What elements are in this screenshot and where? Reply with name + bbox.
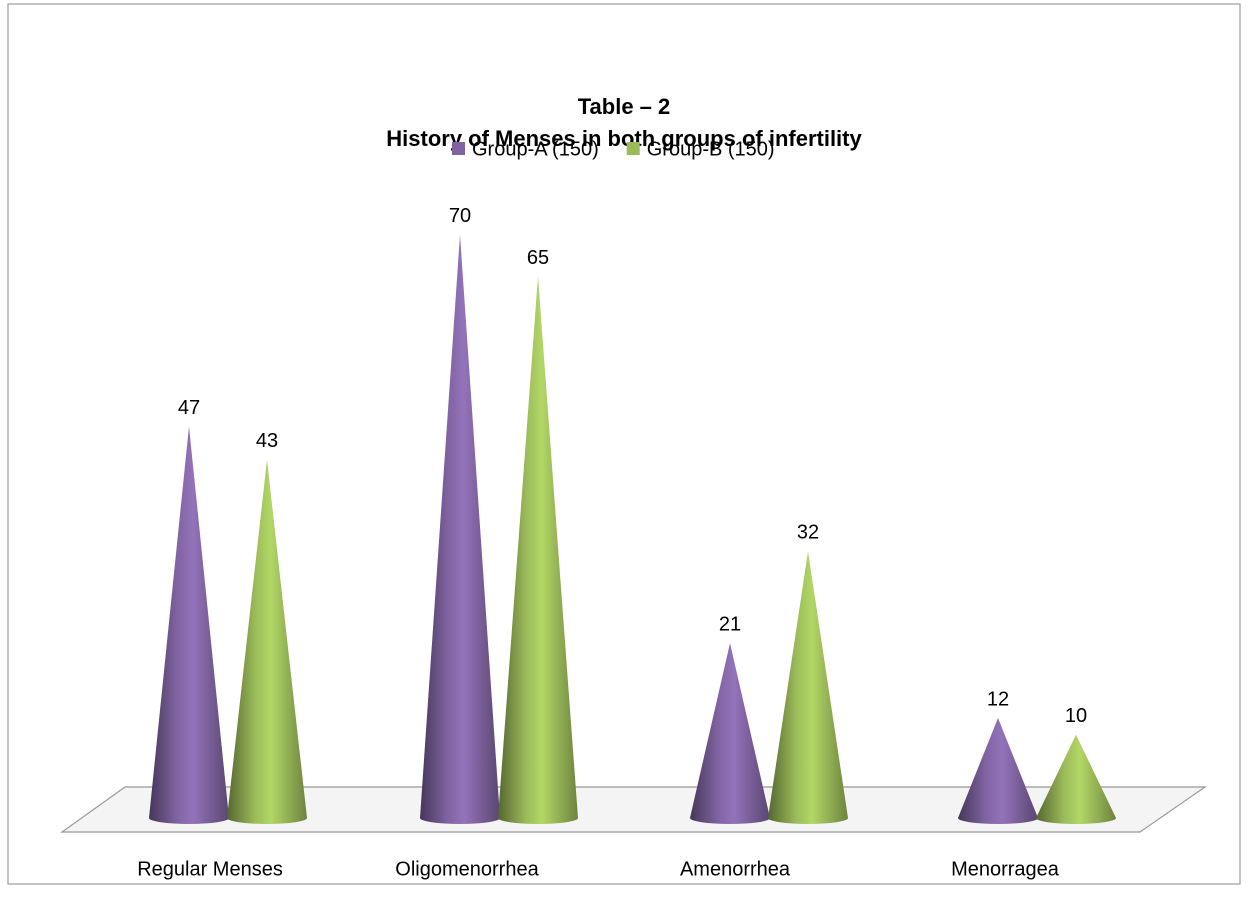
data-label: 21 <box>719 613 741 635</box>
data-label: 47 <box>178 397 200 419</box>
cone <box>420 234 500 824</box>
legend-label: Group-B (150) <box>647 138 775 160</box>
x-tick-label: Amenorrhea <box>680 858 791 880</box>
x-tick-label: Menorragea <box>951 858 1060 880</box>
cone <box>227 459 307 824</box>
cone <box>498 276 578 824</box>
cone <box>958 718 1038 824</box>
cone <box>690 643 770 824</box>
legend-label: Group-A (150) <box>472 138 599 160</box>
cone <box>1036 734 1116 824</box>
cone <box>768 551 848 824</box>
cone <box>149 426 229 824</box>
data-label: 32 <box>797 522 819 544</box>
chart-subtitle: History of Menses in both groups of infe… <box>386 126 862 151</box>
x-tick-label: Oligomenorrhea <box>395 858 539 880</box>
data-label: 10 <box>1065 705 1087 727</box>
data-label: 70 <box>449 205 471 227</box>
chart-title: Table – 2 <box>578 94 671 119</box>
data-label: 43 <box>256 430 278 452</box>
data-label: 12 <box>987 688 1009 710</box>
x-tick-label: Regular Menses <box>137 858 283 880</box>
data-label: 65 <box>527 247 549 269</box>
legend-swatch <box>452 142 465 155</box>
floor <box>60 786 1207 833</box>
legend-swatch <box>626 142 640 155</box>
